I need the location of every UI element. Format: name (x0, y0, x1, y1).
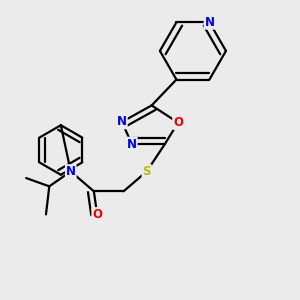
Text: O: O (92, 208, 102, 221)
Text: S: S (142, 165, 151, 178)
Text: N: N (66, 165, 76, 178)
Text: N: N (127, 138, 137, 151)
Text: O: O (173, 116, 183, 129)
Text: N: N (204, 16, 214, 29)
Text: N: N (117, 116, 127, 128)
